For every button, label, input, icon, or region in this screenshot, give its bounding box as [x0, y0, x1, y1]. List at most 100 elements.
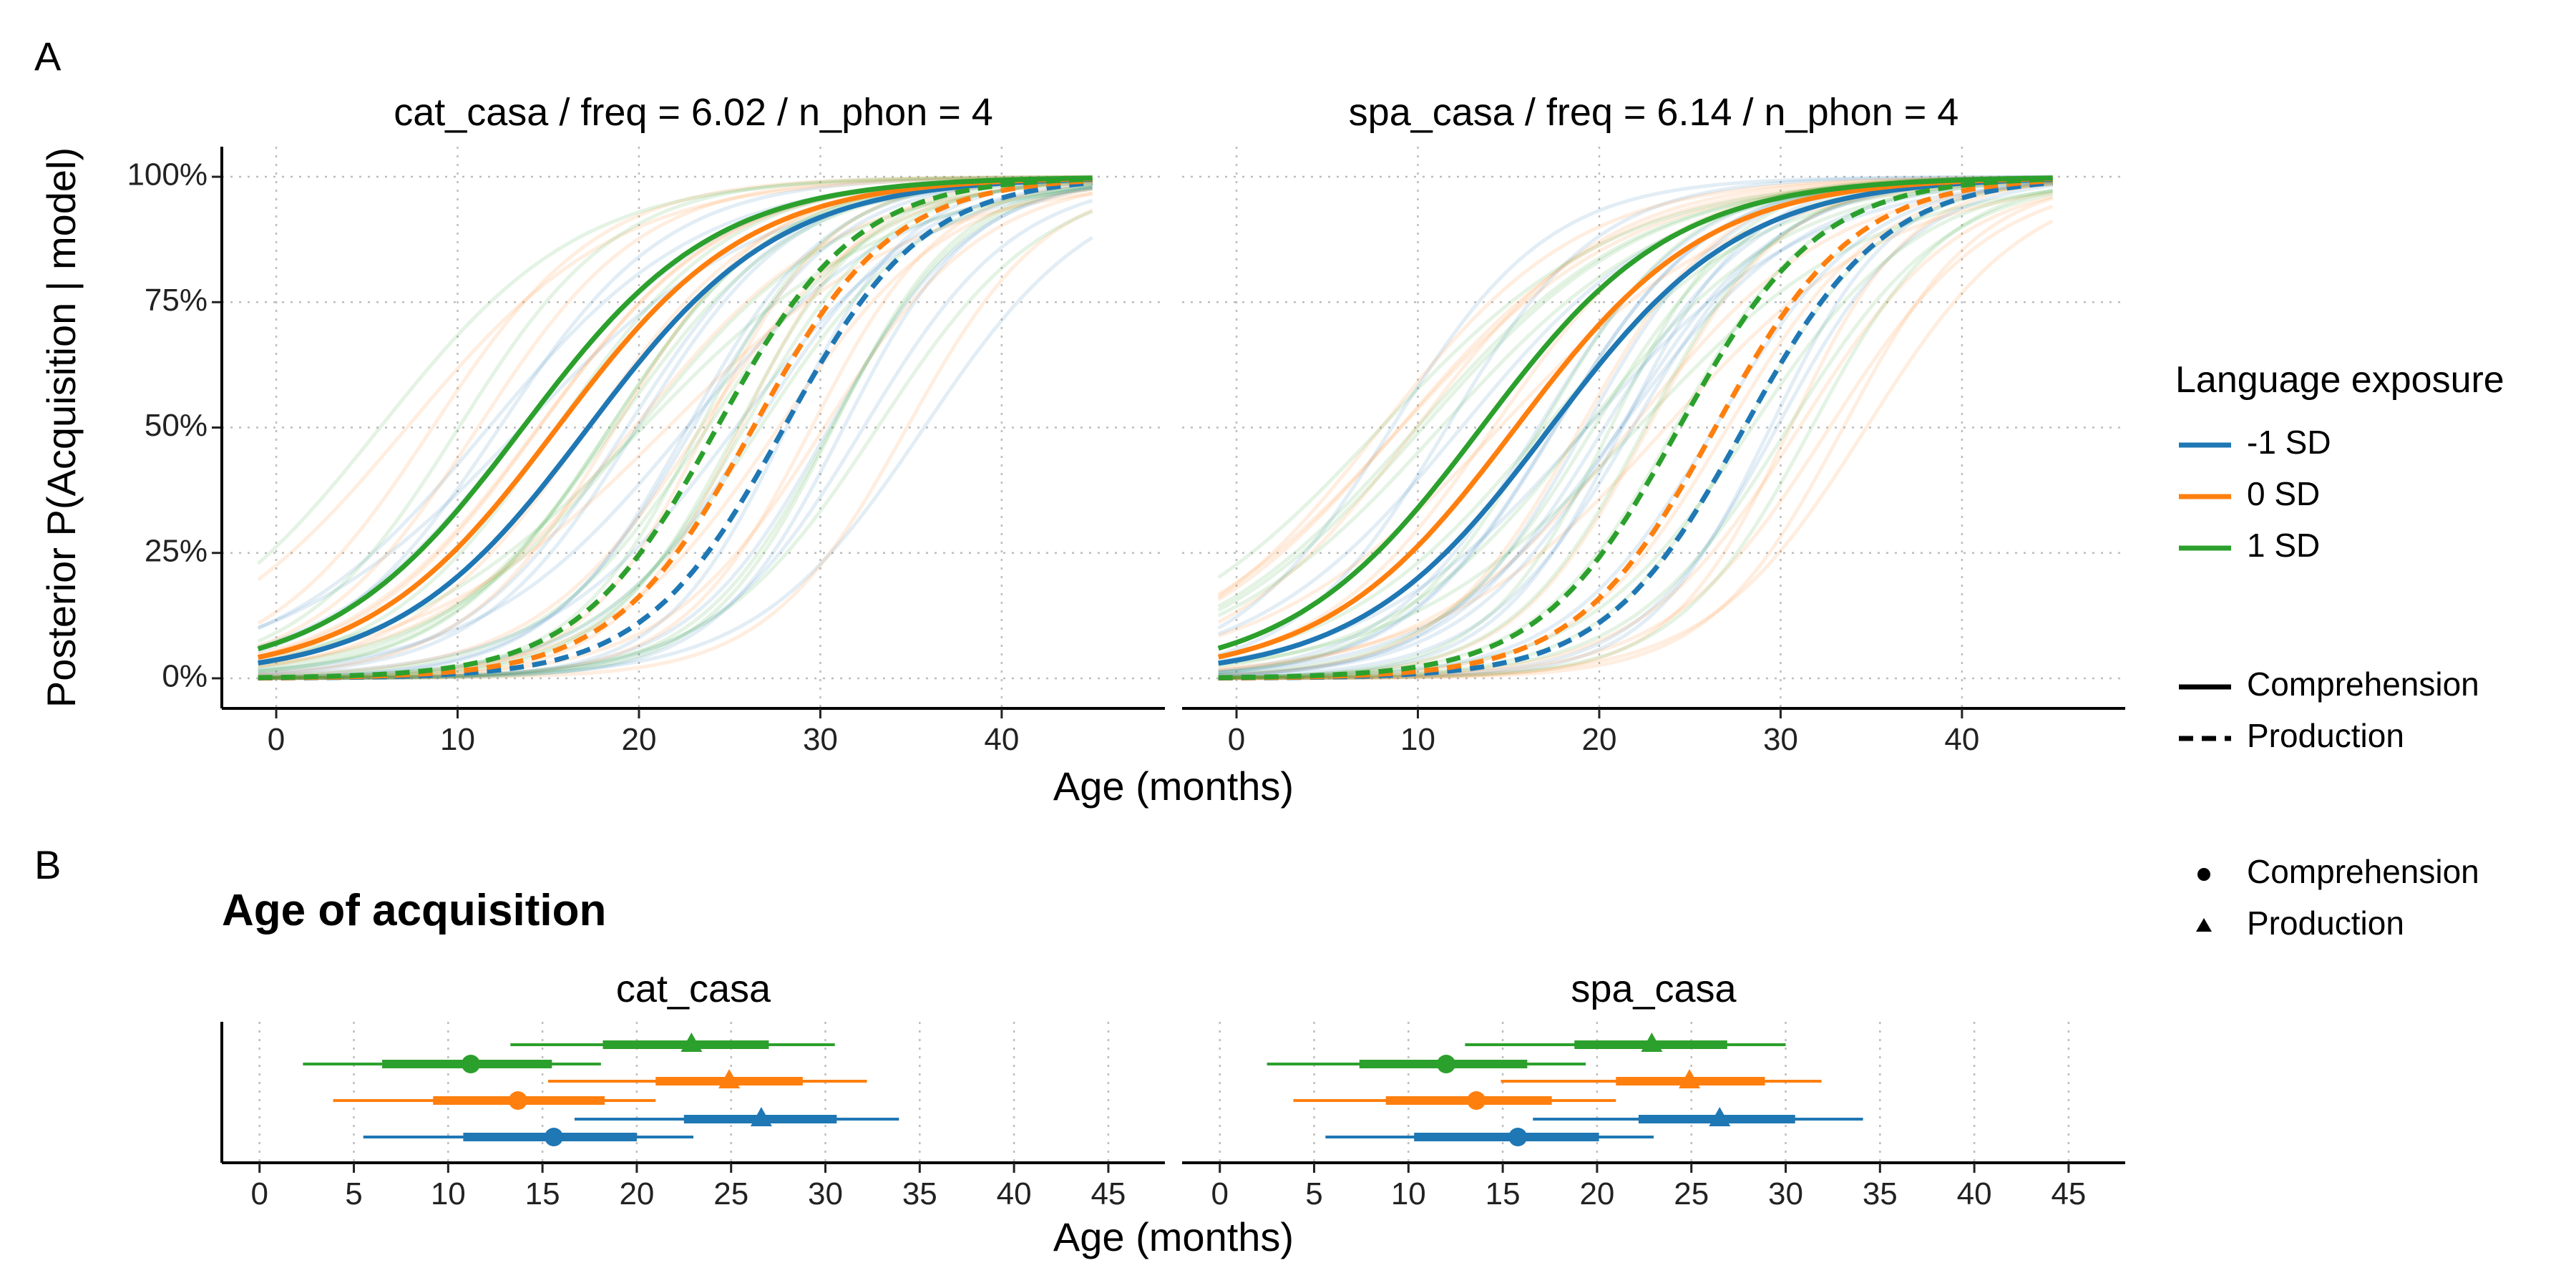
x-tick-label: 20	[619, 1176, 654, 1211]
median-point	[1467, 1091, 1486, 1110]
median-point	[544, 1128, 563, 1146]
posterior-draw-line	[1218, 179, 2053, 675]
legend-label: -1 SD	[2247, 424, 2331, 461]
interval-production-0sd	[1501, 1069, 1822, 1088]
curve-comprehension-1sd	[257, 175, 1093, 652]
x-tick-label: 10	[1391, 1176, 1426, 1211]
x-tick-label: 15	[1485, 1176, 1521, 1211]
x-tick-label: 25	[1674, 1176, 1709, 1211]
curve-comprehension-1sd	[1217, 175, 2053, 651]
median-triangle	[1641, 1033, 1663, 1052]
interval-production-minus1sd	[574, 1107, 899, 1126]
posterior-draw-line	[257, 175, 1093, 625]
x-tick-label: 10	[1400, 722, 1435, 757]
facet-a-2: spa_casa / freq = 6.14 / n_phon = 4 0 10 20…	[1182, 91, 2125, 757]
facet-b-1: cat_casa 0 5 10 15 20 25 30 35 40 45	[220, 967, 1165, 1211]
legend: Language exposure -1 SD 0 SD 1 SD Comprehens…	[2175, 359, 2504, 942]
interval-comprehension-0sd	[333, 1091, 656, 1110]
y-tick-label: 25%	[145, 533, 208, 568]
posterior-draw-line	[1217, 175, 2053, 624]
posterior-draw-line	[1217, 175, 2053, 630]
posterior-draw-line	[257, 175, 1093, 582]
x-tick-label: 30	[808, 1176, 843, 1211]
legend-label: Comprehension	[2247, 853, 2479, 890]
interval-comprehension-minus1sd	[363, 1128, 693, 1146]
posterior-draw-line	[258, 180, 1093, 678]
legend-key-triangle	[2196, 918, 2212, 932]
posterior-draw-line	[258, 186, 1093, 677]
x-tick-label: 0	[1211, 1176, 1228, 1211]
interval-comprehension-0sd	[1293, 1091, 1616, 1110]
posterior-draw-line	[257, 175, 1093, 648]
posterior-draw-line	[257, 175, 1093, 653]
legend-label: Comprehension	[2247, 665, 2479, 703]
x-tick-label: 30	[1763, 722, 1798, 757]
x-tick-label: 20	[621, 722, 656, 757]
posterior-draw-line	[258, 191, 1093, 662]
x-tick-label: 25	[713, 1176, 748, 1211]
facet-title: spa_casa	[1571, 967, 1737, 1010]
x-tick-label: 35	[1863, 1176, 1898, 1211]
x-tick-label: 40	[1957, 1176, 1992, 1211]
interval-production-1sd	[1465, 1033, 1786, 1052]
x-tick-label: 0	[268, 722, 285, 757]
facet-title: cat_casa / freq = 6.02 / n_phon = 4	[394, 91, 993, 134]
interval-comprehension-minus1sd	[1325, 1128, 1654, 1146]
legend-key-circle	[2197, 868, 2210, 881]
interval-production-minus1sd	[1533, 1107, 1863, 1126]
x-tick-label: 45	[1091, 1176, 1126, 1211]
interval-comprehension-1sd	[303, 1055, 601, 1073]
posterior-draw-line	[258, 180, 1093, 678]
facet-b-2: spa_casa 0 5 10 15 20 25 30 35 40 45	[1182, 967, 2125, 1211]
x-tick-label: 0	[250, 1176, 268, 1211]
panel-label-a: A	[34, 34, 62, 79]
posterior-draw-line	[1218, 180, 2053, 668]
median-triangle	[680, 1033, 703, 1052]
median-point	[1508, 1128, 1528, 1146]
median-point	[508, 1091, 527, 1110]
x-tick-label: 40	[984, 722, 1019, 757]
x-tick-label: 5	[1305, 1176, 1322, 1211]
posterior-draw-line	[1217, 175, 2053, 599]
x-tick-label: 10	[431, 1176, 466, 1211]
legend-label: Production	[2247, 904, 2404, 942]
x-tick-label: 15	[525, 1176, 560, 1211]
legend-label: 1 SD	[2247, 527, 2320, 564]
x-tick-label: 30	[1768, 1176, 1803, 1211]
curve-production-1sd	[258, 176, 1093, 680]
posterior-draw-line	[1217, 180, 2053, 638]
posterior-draw-line	[258, 185, 1093, 673]
y-axis-title: Posterior P(Acquisition | model)	[39, 147, 84, 708]
median-triangle	[1709, 1107, 1731, 1126]
x-tick-label: 45	[2051, 1176, 2086, 1211]
panel-b-title: Age of acquisition	[222, 886, 606, 935]
x-tick-label: 35	[902, 1176, 937, 1211]
interval-comprehension-1sd	[1267, 1055, 1586, 1073]
x-tick-label: 30	[803, 722, 838, 757]
posterior-draw-line	[257, 175, 1093, 565]
posterior-draw-line	[1218, 182, 2053, 672]
posterior-draw-line	[258, 180, 1093, 668]
y-tick-label: 100%	[127, 157, 208, 192]
x-tick-label: 0	[1228, 722, 1245, 757]
posterior-draw-line	[1218, 182, 2053, 663]
posterior-draw-line	[258, 180, 1093, 668]
y-tick-label: 50%	[145, 408, 208, 443]
posterior-draw-line	[258, 177, 1093, 679]
curve-comprehension-minus1sd	[258, 177, 1093, 665]
legend-label: Production	[2247, 717, 2404, 754]
x-axis-title: Age (months)	[1053, 763, 1294, 809]
curve-production-1sd	[1218, 176, 2053, 680]
panel-label-b: B	[34, 842, 61, 887]
facet-title: spa_casa / freq = 6.14 / n_phon = 4	[1349, 91, 1959, 134]
legend-title: Language exposure	[2175, 359, 2504, 401]
posterior-draw-line	[1218, 189, 2053, 666]
median-triangle	[1679, 1069, 1701, 1088]
x-tick-label: 40	[1944, 722, 1979, 757]
posterior-draw-line	[1217, 175, 2053, 657]
interval-production-0sd	[548, 1069, 867, 1088]
x-tick-label: 40	[997, 1176, 1032, 1211]
